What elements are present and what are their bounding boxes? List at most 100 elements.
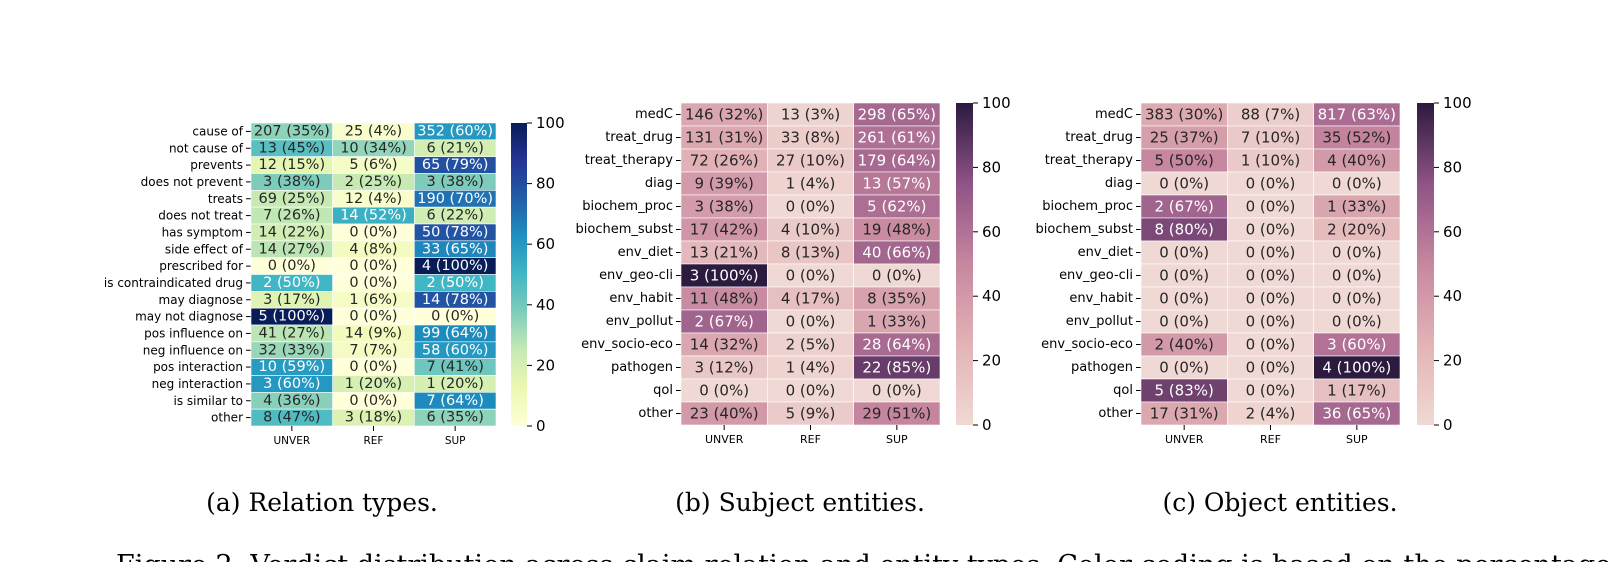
row-label: not cause of <box>169 141 244 155</box>
cell-label: 0 (0%) <box>1159 267 1209 285</box>
colorbar-tick-label: 60 <box>536 235 555 253</box>
cell-label: 1 (6%) <box>349 292 397 308</box>
row-label: treat_drug <box>605 130 673 145</box>
row-label: biochem_proc <box>582 199 673 214</box>
row-label: env_geo-cli <box>599 268 673 283</box>
cell-label: 19 (48%) <box>862 221 931 239</box>
cell-label: 33 (8%) <box>781 129 840 147</box>
cell-label: 4 (100%) <box>1322 359 1391 377</box>
caption-c: (c) Object entities. <box>1162 488 1397 517</box>
cell-label: 50 (78%) <box>422 224 489 240</box>
cell-label: 36 (65%) <box>1322 405 1391 423</box>
cell-label: 35 (52%) <box>1322 129 1391 147</box>
cell-label: 0 (0%) <box>872 267 922 285</box>
colorbar-tick-label: 80 <box>982 158 1001 176</box>
cell-label: 0 (0%) <box>786 198 836 216</box>
row-label: medC <box>635 107 673 122</box>
cell-label: 3 (12%) <box>694 359 753 377</box>
cell-label: 14 (27%) <box>259 241 326 257</box>
row-label: does not prevent <box>141 175 244 189</box>
cell-label: 3 (17%) <box>263 292 320 308</box>
cell-label: 0 (0%) <box>1246 359 1296 377</box>
cell-label: 0 (0%) <box>1332 290 1382 308</box>
cell-label: 261 (61%) <box>858 129 936 147</box>
cell-label: 1 (4%) <box>786 175 836 193</box>
row-label: is contraindicated drug <box>104 276 243 290</box>
row-label: qol <box>653 383 673 398</box>
cell-label: 146 (32%) <box>685 106 763 124</box>
cell-label: 7 (64%) <box>426 393 483 409</box>
cell-label: 207 (35%) <box>254 123 330 139</box>
cell-label: 0 (0%) <box>1159 290 1209 308</box>
cell-label: 0 (0%) <box>349 393 397 409</box>
cell-label: 7 (7%) <box>349 342 397 358</box>
caption-a: (a) Relation types. <box>206 488 438 517</box>
colorbar-tick-label: 100 <box>536 114 565 132</box>
row-label: medC <box>1095 107 1133 122</box>
row-label: env_socio-eco <box>1041 337 1133 352</box>
cell-label: 0 (0%) <box>1246 267 1296 285</box>
colorbar-tick-label: 40 <box>536 296 555 314</box>
row-label: diag <box>645 176 673 191</box>
cell-label: 3 (38%) <box>426 174 483 190</box>
cell-label: 0 (0%) <box>1159 244 1209 262</box>
cell-label: 1 (4%) <box>786 359 836 377</box>
cell-label: 41 (27%) <box>259 325 326 341</box>
cell-label: 5 (83%) <box>1154 382 1213 400</box>
row-label: env_socio-eco <box>581 337 673 352</box>
cell-label: 3 (60%) <box>1327 336 1386 354</box>
cell-label: 40 (66%) <box>862 244 931 262</box>
row-label: other <box>211 411 243 425</box>
cell-label: 2 (20%) <box>1327 221 1386 239</box>
row-label: biochem_subst <box>1036 222 1134 237</box>
cell-label: 0 (0%) <box>1246 244 1296 262</box>
cell-label: 4 (8%) <box>349 241 397 257</box>
cell-label: 7 (41%) <box>426 359 483 375</box>
cell-label: 0 (0%) <box>1246 198 1296 216</box>
cell-label: 4 (100%) <box>422 258 489 274</box>
row-label: env_pollut <box>1066 314 1133 329</box>
cell-label: 69 (25%) <box>259 191 326 207</box>
row-label: cause of <box>192 124 243 138</box>
cell-label: 4 (40%) <box>1327 152 1386 170</box>
cell-label: 0 (0%) <box>1159 313 1209 331</box>
row-label: neg interaction <box>152 377 243 391</box>
cell-label: 0 (0%) <box>349 309 397 325</box>
cell-label: 0 (0%) <box>1246 382 1296 400</box>
cell-label: 2 (4%) <box>1246 405 1296 423</box>
row-label: env_diet <box>1078 245 1133 260</box>
cell-label: 2 (67%) <box>694 313 753 331</box>
row-label: other <box>638 406 673 421</box>
cell-label: 5 (50%) <box>1154 152 1213 170</box>
cell-label: 13 (45%) <box>259 140 326 156</box>
cell-label: 817 (63%) <box>1318 106 1396 124</box>
row-label: neg influence on <box>143 343 243 357</box>
row-label: env_habit <box>1069 291 1133 306</box>
cell-label: 5 (9%) <box>786 405 836 423</box>
row-label: treat_therapy <box>585 153 674 168</box>
cell-label: 0 (0%) <box>1332 267 1382 285</box>
cell-label: 33 (65%) <box>422 241 489 257</box>
colorbar-tick-label: 80 <box>1443 158 1462 176</box>
heatmap-subject-entities: medC 146 (32%) 13 (3%) 298 (65%) treat_drug 1… <box>576 94 1011 446</box>
cell-label: 8 (80%) <box>1154 221 1213 239</box>
colorbar-tick-label: 0 <box>982 416 992 434</box>
row-label: treat_therapy <box>1045 153 1134 168</box>
cell-label: 2 (50%) <box>426 275 483 291</box>
row-label: side effect of <box>165 242 244 256</box>
colorbar-tick-label: 60 <box>1443 223 1462 241</box>
cell-label: 0 (0%) <box>1332 244 1382 262</box>
cell-label: 99 (64%) <box>422 325 489 341</box>
cell-label: 58 (60%) <box>422 342 489 358</box>
colorbar-tick-label: 20 <box>1443 352 1462 370</box>
cell-label: 0 (0%) <box>349 258 397 274</box>
cell-label: 5 (6%) <box>349 157 397 173</box>
cell-label: 6 (35%) <box>426 410 483 426</box>
row-label: biochem_subst <box>576 222 674 237</box>
cell-label: 0 (0%) <box>431 309 479 325</box>
cell-label: 0 (0%) <box>1159 175 1209 193</box>
cell-label: 298 (65%) <box>858 106 936 124</box>
cell-label: 1 (10%) <box>1241 152 1300 170</box>
cell-label: 5 (100%) <box>259 309 326 325</box>
